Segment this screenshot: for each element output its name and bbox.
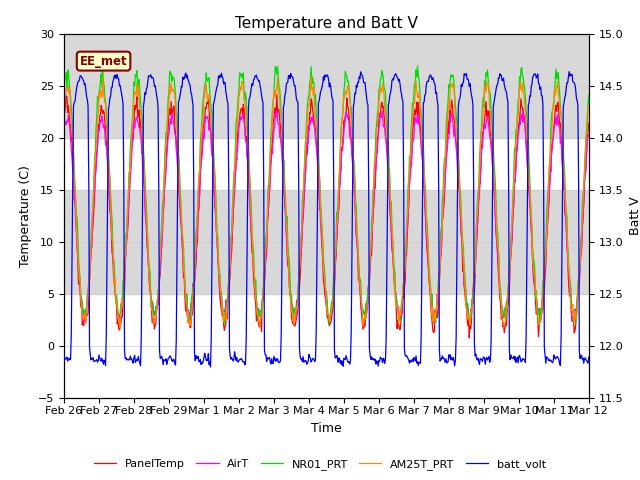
Y-axis label: Temperature (C): Temperature (C) (19, 165, 33, 267)
Text: EE_met: EE_met (80, 55, 127, 68)
Bar (64, 190, 589, 294)
Bar (64, 34, 589, 138)
Line: NR01_PRT: NR01_PRT (64, 66, 589, 324)
Line: AirT: AirT (64, 109, 589, 322)
Y-axis label: Batt V: Batt V (629, 197, 640, 235)
Line: PanelTemp: PanelTemp (64, 95, 589, 338)
Line: AM25T_PRT: AM25T_PRT (64, 77, 589, 328)
X-axis label: Time: Time (311, 421, 342, 434)
Line: batt_volt: batt_volt (64, 72, 589, 367)
Legend: PanelTemp, AirT, NR01_PRT, AM25T_PRT, batt_volt: PanelTemp, AirT, NR01_PRT, AM25T_PRT, ba… (90, 455, 550, 474)
Title: Temperature and Batt V: Temperature and Batt V (235, 16, 418, 31)
